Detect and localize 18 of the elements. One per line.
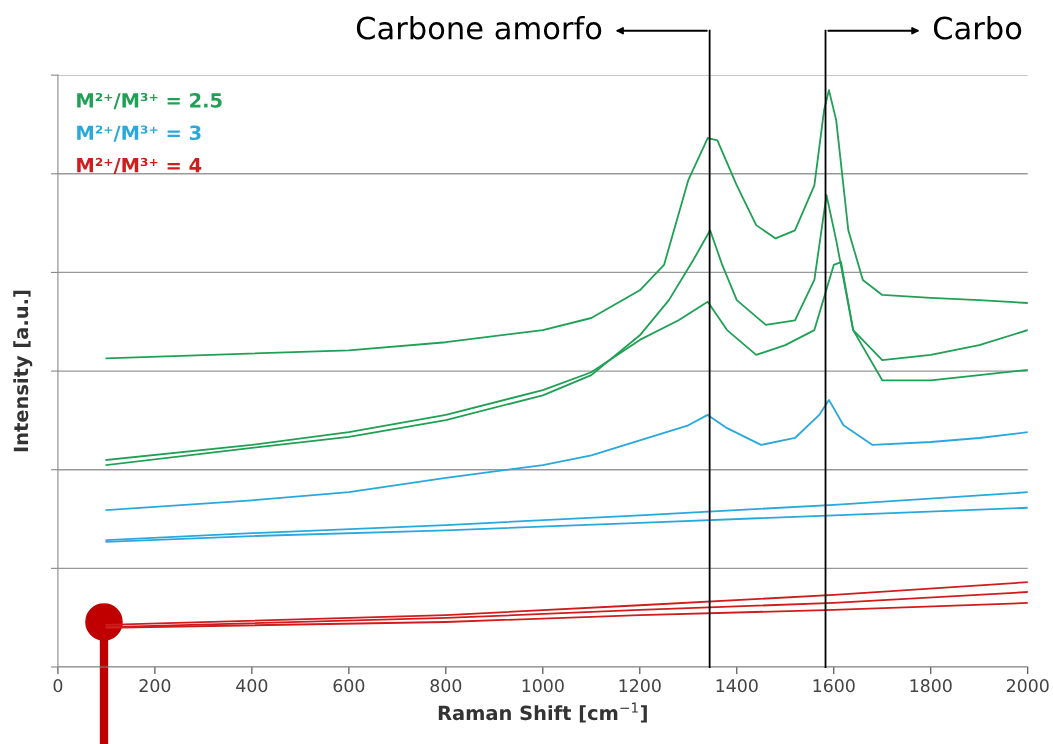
text: M²⁺/M³⁺ = 3 bbox=[77, 125, 201, 142]
x-axis-title: Raman Shift [cm$^{−1}$] bbox=[438, 702, 647, 723]
x-tick-label: 200 bbox=[139, 679, 171, 693]
x-tick-label: 1200 bbox=[619, 679, 661, 693]
ref-line-label: Carbone amorfo bbox=[356, 15, 602, 40]
x-tick-label: 800 bbox=[430, 679, 462, 693]
x-tick-label: 1000 bbox=[522, 679, 564, 693]
text: M²⁺/M³⁺ = 4 bbox=[77, 157, 202, 175]
x-tick-label: 0 bbox=[53, 679, 63, 693]
ref-line-label: Carbo bbox=[933, 15, 1022, 40]
y-axis-title: Intensity [a.u.] bbox=[13, 290, 33, 452]
text: M²⁺/M³⁺ = 2.5 bbox=[77, 92, 222, 110]
x-tick-label: 400 bbox=[236, 679, 268, 693]
x-tick-label: 1800 bbox=[910, 679, 952, 693]
x-tick-label: 2000 bbox=[1006, 679, 1049, 693]
x-tick-label: 1400 bbox=[716, 679, 758, 693]
x-tick-label: 600 bbox=[333, 679, 365, 693]
x-tick-label: 1600 bbox=[813, 679, 855, 693]
